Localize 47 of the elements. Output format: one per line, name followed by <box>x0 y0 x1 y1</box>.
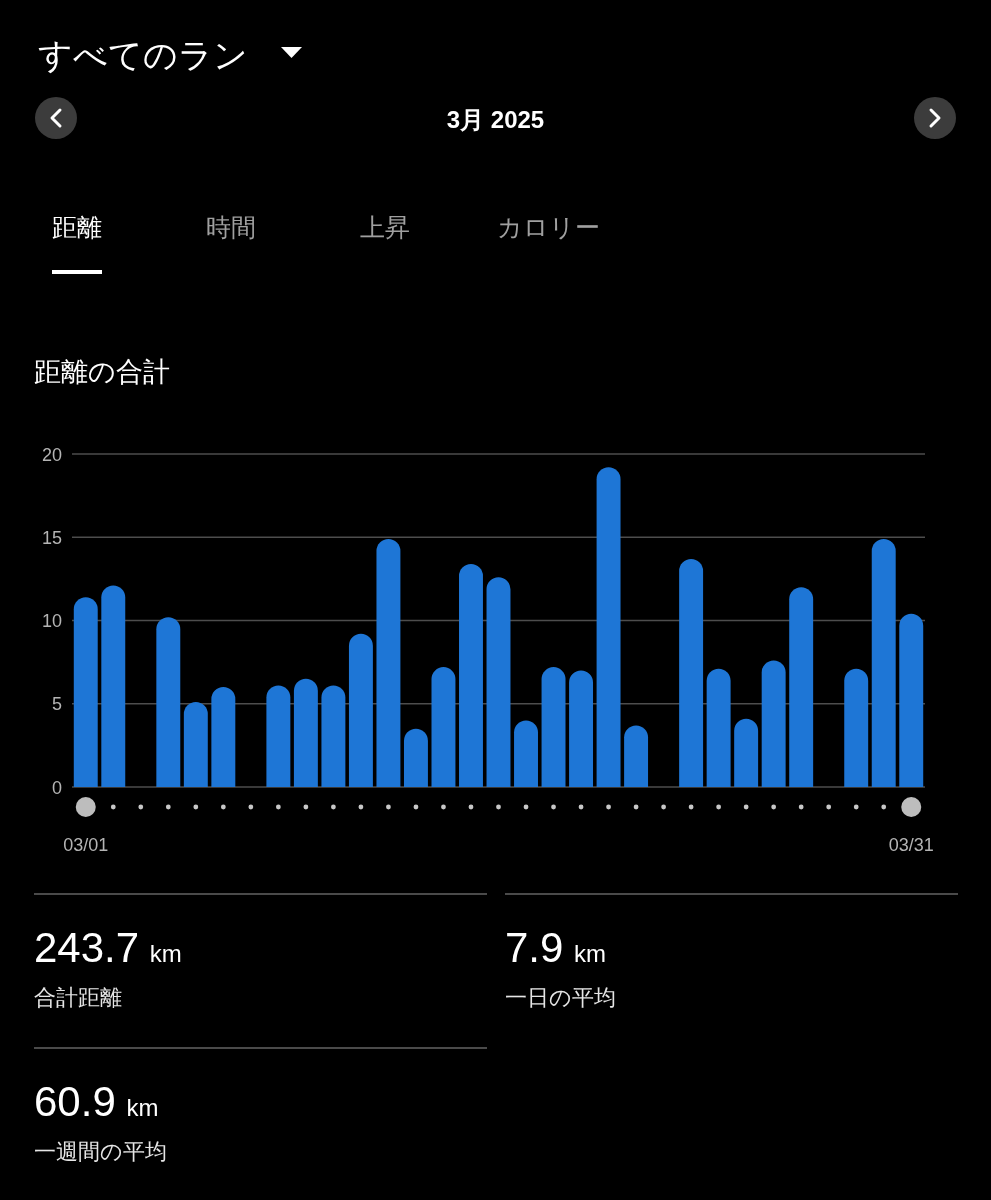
bar <box>431 667 456 787</box>
x-tick-label: 03/01 <box>63 835 109 855</box>
bar <box>266 685 291 787</box>
bar <box>596 467 621 787</box>
y-tick-label: 10 <box>41 611 62 631</box>
bar <box>706 668 731 787</box>
x-tick-label: 03/31 <box>888 835 934 855</box>
y-tick-label: 20 <box>41 444 62 465</box>
text: すべてのラン <box>38 36 248 74</box>
text: 243.7 km <box>34 924 182 971</box>
bar <box>624 725 649 787</box>
bar <box>183 702 208 787</box>
text: 合計距離 <box>34 985 122 1010</box>
bar <box>403 728 428 787</box>
bar <box>679 558 704 787</box>
text: 一日の平均 <box>505 985 616 1010</box>
text: 60.9 km <box>34 1078 159 1125</box>
text: 上昇 <box>360 213 410 241</box>
bar <box>871 538 896 787</box>
y-tick-label: 15 <box>41 527 62 548</box>
text: 距離 <box>52 213 102 241</box>
y-tick-label: 5 <box>51 694 62 715</box>
bar <box>459 563 483 787</box>
text: 一週間の平均 <box>34 1139 167 1164</box>
bar <box>348 633 373 787</box>
bar <box>321 685 346 787</box>
bar <box>734 718 759 787</box>
bar <box>899 613 924 787</box>
text: カロリー <box>497 213 600 241</box>
bar <box>844 668 869 787</box>
text: 時間 <box>206 213 256 241</box>
bar <box>789 587 814 787</box>
bar <box>761 660 786 787</box>
text: 7.9 km <box>505 924 607 971</box>
chart-title: 距離の合計 <box>34 357 170 387</box>
bar <box>293 678 318 787</box>
bar <box>514 720 538 787</box>
bar <box>101 585 126 787</box>
bar <box>156 617 181 787</box>
bar <box>376 538 401 787</box>
bar <box>569 670 594 787</box>
bar <box>73 597 98 787</box>
bar <box>486 577 511 787</box>
bar <box>211 687 236 787</box>
text: 3月 2025 <box>446 106 545 133</box>
bar <box>541 667 566 787</box>
y-tick-label: 0 <box>51 777 62 798</box>
